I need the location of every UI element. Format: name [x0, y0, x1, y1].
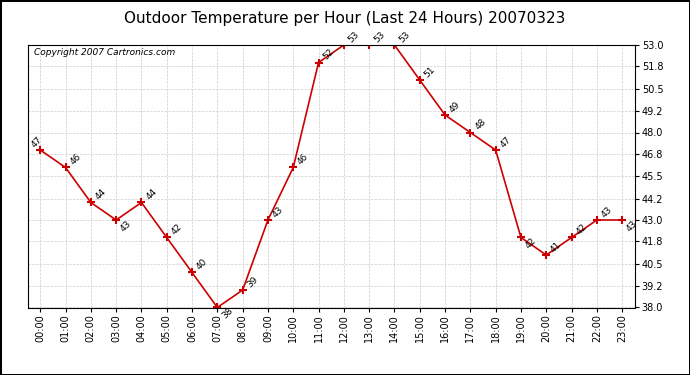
Text: 43: 43 — [625, 219, 640, 233]
Text: 46: 46 — [296, 152, 310, 167]
Text: 52: 52 — [322, 47, 336, 62]
Text: 49: 49 — [448, 100, 462, 114]
Text: 43: 43 — [270, 205, 285, 219]
Text: 42: 42 — [524, 236, 538, 250]
Text: 44: 44 — [144, 188, 159, 202]
Text: 39: 39 — [246, 275, 260, 289]
Text: 48: 48 — [473, 117, 488, 132]
Text: Outdoor Temperature per Hour (Last 24 Hours) 20070323: Outdoor Temperature per Hour (Last 24 Ho… — [124, 11, 566, 26]
Text: 47: 47 — [498, 135, 513, 149]
Text: 53: 53 — [372, 30, 386, 44]
Text: 51: 51 — [422, 65, 437, 79]
Text: 44: 44 — [94, 188, 108, 202]
Text: Copyright 2007 Cartronics.com: Copyright 2007 Cartronics.com — [34, 48, 175, 57]
Text: 38: 38 — [220, 306, 235, 321]
Text: 40: 40 — [195, 257, 209, 272]
Text: 41: 41 — [549, 240, 564, 254]
Text: 43: 43 — [119, 219, 133, 233]
Text: 53: 53 — [397, 30, 412, 44]
Text: 42: 42 — [574, 222, 589, 237]
Text: 42: 42 — [170, 222, 184, 237]
Text: 46: 46 — [68, 152, 83, 167]
Text: 43: 43 — [600, 205, 614, 219]
Text: 47: 47 — [29, 135, 43, 149]
Text: 53: 53 — [346, 30, 361, 44]
